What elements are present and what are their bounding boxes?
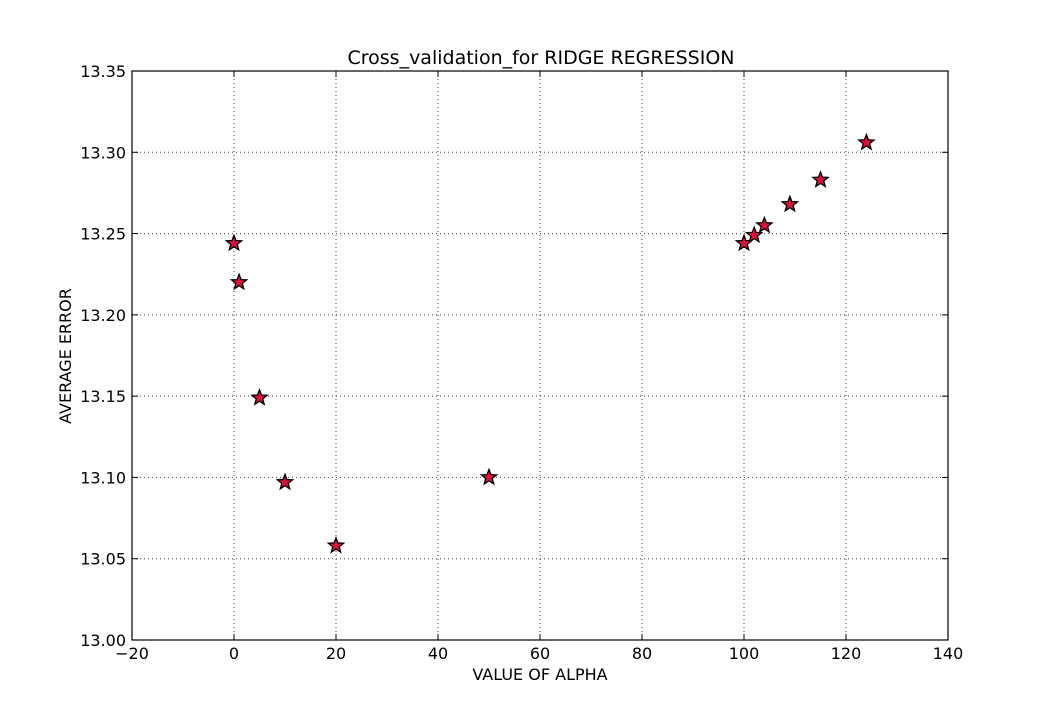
x-tick-label: 40 [428, 644, 448, 663]
x-tick-label: 100 [729, 644, 760, 663]
x-tick-label: −20 [115, 644, 149, 663]
data-point [250, 387, 269, 406]
data-point [857, 132, 876, 151]
plot-frame [131, 70, 949, 641]
data-point [780, 194, 800, 213]
data-point [275, 472, 295, 491]
data-point [224, 233, 244, 252]
data-points [224, 132, 876, 554]
x-tick-label: 60 [530, 644, 550, 663]
grid-lines [132, 71, 948, 640]
y-tick-label: 13.35 [80, 62, 126, 81]
data-point [326, 535, 346, 554]
y-tick-label: 13.05 [80, 550, 126, 569]
data-point [229, 272, 249, 291]
y-tick-label: 13.00 [80, 631, 126, 650]
y-axis-label: AVERAGE ERROR [56, 288, 75, 424]
x-tick-label: 140 [933, 644, 964, 663]
x-tick-label: 120 [831, 644, 862, 663]
chart-title: Cross_validation_for RIDGE REGRESSION [347, 47, 734, 69]
y-tick-label: 13.20 [80, 306, 126, 325]
x-tick-label: 20 [326, 644, 346, 663]
axis-ticks: −20 0 20 40 60 80 100 120 140 13.00 13.05 13.10 13.1… [80, 62, 963, 663]
x-tick-label: 80 [632, 644, 652, 663]
data-point [744, 225, 764, 244]
y-tick-label: 13.25 [80, 225, 126, 244]
data-point [755, 215, 774, 234]
y-tick-label: 13.10 [80, 468, 126, 487]
x-tick-label: 0 [229, 644, 239, 663]
y-tick-label: 13.30 [80, 143, 126, 162]
data-point [479, 467, 499, 486]
data-point [811, 170, 830, 188]
x-axis-label: VALUE OF ALPHA [472, 665, 607, 684]
y-tick-label: 13.15 [80, 387, 126, 406]
